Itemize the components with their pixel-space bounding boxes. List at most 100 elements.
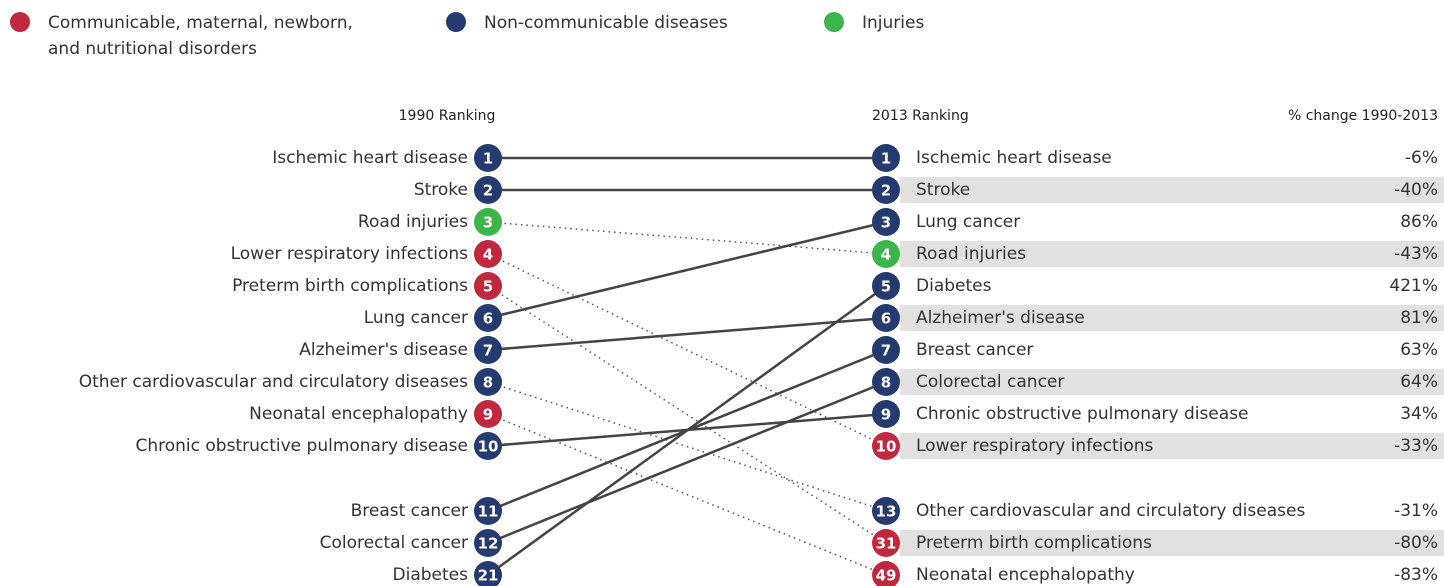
rank-number: 21 [478, 567, 499, 585]
rank-number: 2 [881, 182, 891, 200]
left-title: 1990 Ranking [399, 108, 496, 124]
change-label: -33% [1394, 436, 1438, 456]
connector [487, 284, 887, 577]
right-label: Lower respiratory infections [916, 436, 1154, 456]
right-label: Stroke [916, 180, 970, 200]
rank-badge [872, 208, 900, 236]
connector [487, 285, 887, 544]
rank-badge [474, 272, 502, 300]
rank-badge [872, 368, 900, 396]
right-label: Chronic obstructive pulmonary disease [916, 404, 1249, 424]
change-label: 64% [1400, 372, 1438, 392]
rank-number: 2 [483, 182, 493, 200]
row-band [900, 433, 1444, 459]
right-label: Colorectal cancer [916, 372, 1064, 392]
change-label: -6% [1405, 148, 1438, 168]
rank-number: 49 [876, 567, 897, 585]
left-label: Neonatal encephalopathy [249, 404, 468, 424]
legend-swatch [824, 12, 844, 32]
row-band [900, 530, 1444, 556]
change-label: -43% [1394, 244, 1438, 264]
rank-badge [872, 497, 900, 525]
legend-label: Injuries [862, 13, 924, 33]
left-label: Diabetes [393, 565, 469, 585]
left-label: Ischemic heart disease [272, 148, 468, 168]
rank-badge [474, 561, 502, 586]
connector [487, 253, 887, 447]
right-title: 2013 Ranking [872, 108, 969, 124]
connector [487, 380, 887, 545]
rank-number: 8 [881, 374, 891, 392]
right-label: Diabetes [916, 276, 992, 296]
rank-number: 3 [483, 214, 493, 232]
change-label: -31% [1394, 501, 1438, 521]
right-label: Preterm birth complications [916, 533, 1152, 553]
rank-badge [872, 336, 900, 364]
rank-badge [872, 529, 900, 557]
right-label: Breast cancer [916, 340, 1033, 360]
left-label: Chronic obstructive pulmonary disease [135, 436, 468, 456]
rank-number: 11 [478, 503, 499, 521]
rank-number: 9 [483, 406, 493, 424]
change-label: -80% [1394, 533, 1438, 553]
legend-label: and nutritional disorders [48, 39, 257, 59]
change-label: 63% [1400, 340, 1438, 360]
rank-badge [872, 304, 900, 332]
legend-label: Communicable, maternal, newborn, [48, 13, 353, 33]
change-title: % change 1990-2013 [1288, 108, 1438, 124]
legend-swatch [10, 12, 30, 32]
right-label: Neonatal encephalopathy [916, 565, 1135, 585]
rank-number: 7 [483, 342, 493, 360]
connector [487, 220, 887, 320]
rank-badge [872, 240, 900, 268]
row-band [900, 177, 1444, 203]
left-label: Colorectal cancer [320, 533, 468, 553]
left-label: Other cardiovascular and circulatory dis… [79, 372, 468, 392]
change-label: 34% [1400, 404, 1438, 424]
change-label: 86% [1400, 212, 1438, 232]
row-band [900, 241, 1444, 267]
rank-badge [474, 144, 502, 172]
left-label: Stroke [414, 180, 468, 200]
left-label: Breast cancer [351, 501, 468, 521]
rank-number: 6 [881, 310, 891, 328]
rank-badge [872, 400, 900, 428]
rank-badge [474, 336, 502, 364]
legend-label: Non-communicable diseases [484, 13, 728, 33]
change-label: -40% [1394, 180, 1438, 200]
connector [487, 221, 887, 255]
rank-number: 3 [881, 214, 891, 232]
right-label: Other cardiovascular and circulatory dis… [916, 501, 1305, 521]
rank-badge [474, 176, 502, 204]
rank-badge [474, 529, 502, 557]
connector [487, 316, 887, 352]
change-label: -83% [1394, 565, 1438, 585]
rank-number: 1 [881, 150, 891, 168]
rank-number: 9 [881, 406, 891, 424]
rank-badge [474, 368, 502, 396]
rank-badge [474, 400, 502, 428]
rank-number: 8 [483, 374, 493, 392]
rank-number: 4 [881, 246, 891, 264]
rank-badge [872, 144, 900, 172]
rank-badge [872, 272, 900, 300]
left-label: Alzheimer's disease [299, 340, 468, 360]
rank-badge [872, 176, 900, 204]
rank-badge [474, 240, 502, 268]
right-label: Alzheimer's disease [916, 308, 1085, 328]
rank-number: 10 [876, 438, 897, 456]
left-label: Lower respiratory infections [231, 244, 469, 264]
change-label: 421% [1389, 276, 1438, 296]
rank-number: 5 [881, 278, 891, 296]
rank-number: 6 [483, 310, 493, 328]
rank-badge [474, 304, 502, 332]
rank-number: 10 [478, 438, 499, 456]
rank-badge [474, 432, 502, 460]
left-label: Road injuries [358, 212, 468, 232]
left-label: Preterm birth complications [232, 276, 468, 296]
rank-badge [474, 208, 502, 236]
row-band [900, 369, 1444, 395]
rank-badge [872, 561, 900, 586]
legend-swatch [446, 12, 466, 32]
